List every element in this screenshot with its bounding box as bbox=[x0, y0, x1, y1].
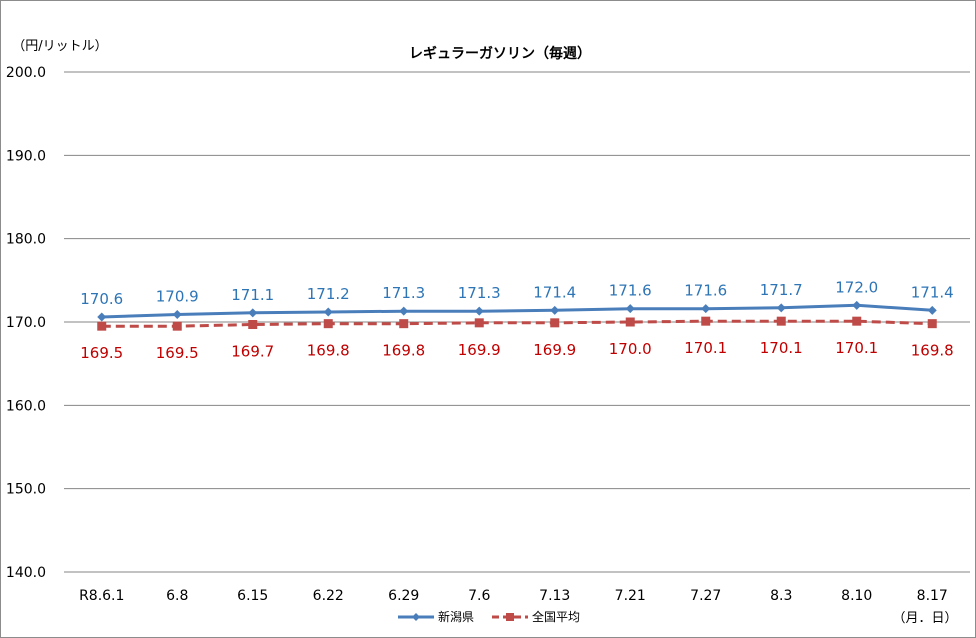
legend-marker bbox=[412, 613, 420, 621]
data-label: 170.0 bbox=[609, 340, 652, 358]
data-point bbox=[776, 316, 786, 326]
data-point bbox=[172, 310, 182, 319]
data-point bbox=[97, 312, 107, 322]
data-point bbox=[399, 306, 409, 316]
legend-marker bbox=[506, 613, 514, 621]
data-label: 172.0 bbox=[835, 278, 878, 296]
x-tick-label: 7.21 bbox=[615, 588, 646, 604]
data-label: 169.8 bbox=[911, 342, 954, 360]
data-label: 171.7 bbox=[760, 281, 803, 299]
y-tick-label: 180.0 bbox=[6, 232, 46, 248]
data-label: 171.1 bbox=[231, 286, 274, 304]
data-point bbox=[776, 303, 786, 313]
data-point bbox=[701, 316, 711, 326]
x-tick-label: 8.10 bbox=[841, 588, 872, 604]
series-1: 170.6 170.9 171.1 171.2 171.3 171.3 171.4 171.6… bbox=[80, 278, 954, 322]
data-label: 169.8 bbox=[382, 342, 425, 360]
x-tick-label: 6.15 bbox=[237, 588, 268, 604]
data-label: 170.1 bbox=[760, 339, 803, 357]
data-point bbox=[701, 304, 711, 314]
x-tick-label: R8.6.1 bbox=[79, 588, 124, 604]
x-tick-label: 8.17 bbox=[917, 588, 948, 604]
data-point bbox=[852, 300, 862, 310]
data-label: 169.8 bbox=[307, 342, 350, 360]
y-axis-unit: （円/リットル） bbox=[12, 39, 107, 54]
data-point bbox=[172, 321, 182, 331]
data-label: 169.5 bbox=[156, 344, 199, 362]
data-point bbox=[927, 305, 937, 315]
x-tick-label: 8.3 bbox=[770, 588, 792, 604]
legend-label: 全国平均 bbox=[532, 609, 580, 624]
data-point bbox=[248, 308, 258, 318]
legend: 新潟県 全国平均 bbox=[398, 609, 580, 624]
series-layer: 170.6 170.9 171.1 171.2 171.3 171.3 171.4 171.6… bbox=[80, 278, 953, 362]
data-point bbox=[474, 318, 484, 328]
data-label: 171.3 bbox=[458, 284, 501, 302]
data-label: 169.9 bbox=[458, 341, 501, 359]
y-tick-label: 200.0 bbox=[6, 65, 46, 81]
data-label: 171.4 bbox=[911, 283, 954, 301]
data-label: 170.6 bbox=[80, 290, 123, 308]
series-line bbox=[101, 319, 933, 328]
x-tick-labels: R8.6.1 6.8 6.15 6.22 6.29 7.6 7.13 7.21 7.27 8.3 8… bbox=[79, 588, 948, 604]
data-point bbox=[97, 321, 107, 331]
data-point bbox=[625, 317, 635, 327]
data-label: 171.6 bbox=[684, 282, 727, 300]
data-label: 170.1 bbox=[684, 339, 727, 357]
data-point bbox=[927, 319, 937, 329]
data-label: 170.9 bbox=[156, 288, 199, 306]
x-axis-unit: （月．日） bbox=[892, 611, 957, 626]
data-label: 169.9 bbox=[533, 341, 576, 359]
data-point bbox=[474, 306, 484, 316]
chart-title: レギュラーガソリン（毎週） bbox=[409, 45, 591, 62]
y-tick-label: 150.0 bbox=[6, 482, 46, 498]
y-tick-label: 140.0 bbox=[6, 565, 46, 581]
legend-item: 新潟県 bbox=[398, 609, 474, 624]
data-label: 171.2 bbox=[307, 285, 350, 303]
series-2: 169.5 169.5 169.7 169.8 169.8 169.9 169.9 170.0… bbox=[80, 316, 954, 362]
y-tick-labels: 140.0 150.0 160.0 170.0 180.0 190.0 200.0 bbox=[6, 65, 46, 581]
data-point bbox=[248, 320, 258, 329]
data-point bbox=[399, 319, 409, 329]
x-tick-label: 7.27 bbox=[690, 588, 721, 604]
data-label: 171.6 bbox=[609, 282, 652, 300]
data-point bbox=[550, 305, 560, 315]
y-tick-label: 190.0 bbox=[6, 148, 46, 164]
data-label: 171.3 bbox=[382, 284, 425, 302]
data-point bbox=[625, 304, 635, 314]
legend-label: 新潟県 bbox=[438, 609, 474, 624]
data-label: 169.5 bbox=[80, 344, 123, 362]
x-tick-label: 6.22 bbox=[313, 588, 344, 604]
y-tick-label: 170.0 bbox=[6, 315, 46, 331]
x-tick-label: 6.8 bbox=[166, 588, 188, 604]
data-point bbox=[323, 307, 333, 317]
data-label: 170.1 bbox=[835, 339, 878, 357]
data-point bbox=[323, 319, 333, 329]
data-point bbox=[852, 316, 862, 326]
data-label: 169.7 bbox=[231, 343, 274, 361]
x-tick-label: 7.6 bbox=[468, 588, 490, 604]
legend-item: 全国平均 bbox=[492, 609, 580, 624]
x-tick-label: 7.13 bbox=[539, 588, 570, 604]
x-tick-label: 6.29 bbox=[388, 588, 419, 604]
data-label: 171.4 bbox=[533, 283, 576, 301]
gridlines bbox=[64, 71, 970, 573]
y-tick-label: 160.0 bbox=[6, 398, 46, 414]
series-line bbox=[101, 303, 933, 319]
data-point bbox=[550, 318, 560, 328]
